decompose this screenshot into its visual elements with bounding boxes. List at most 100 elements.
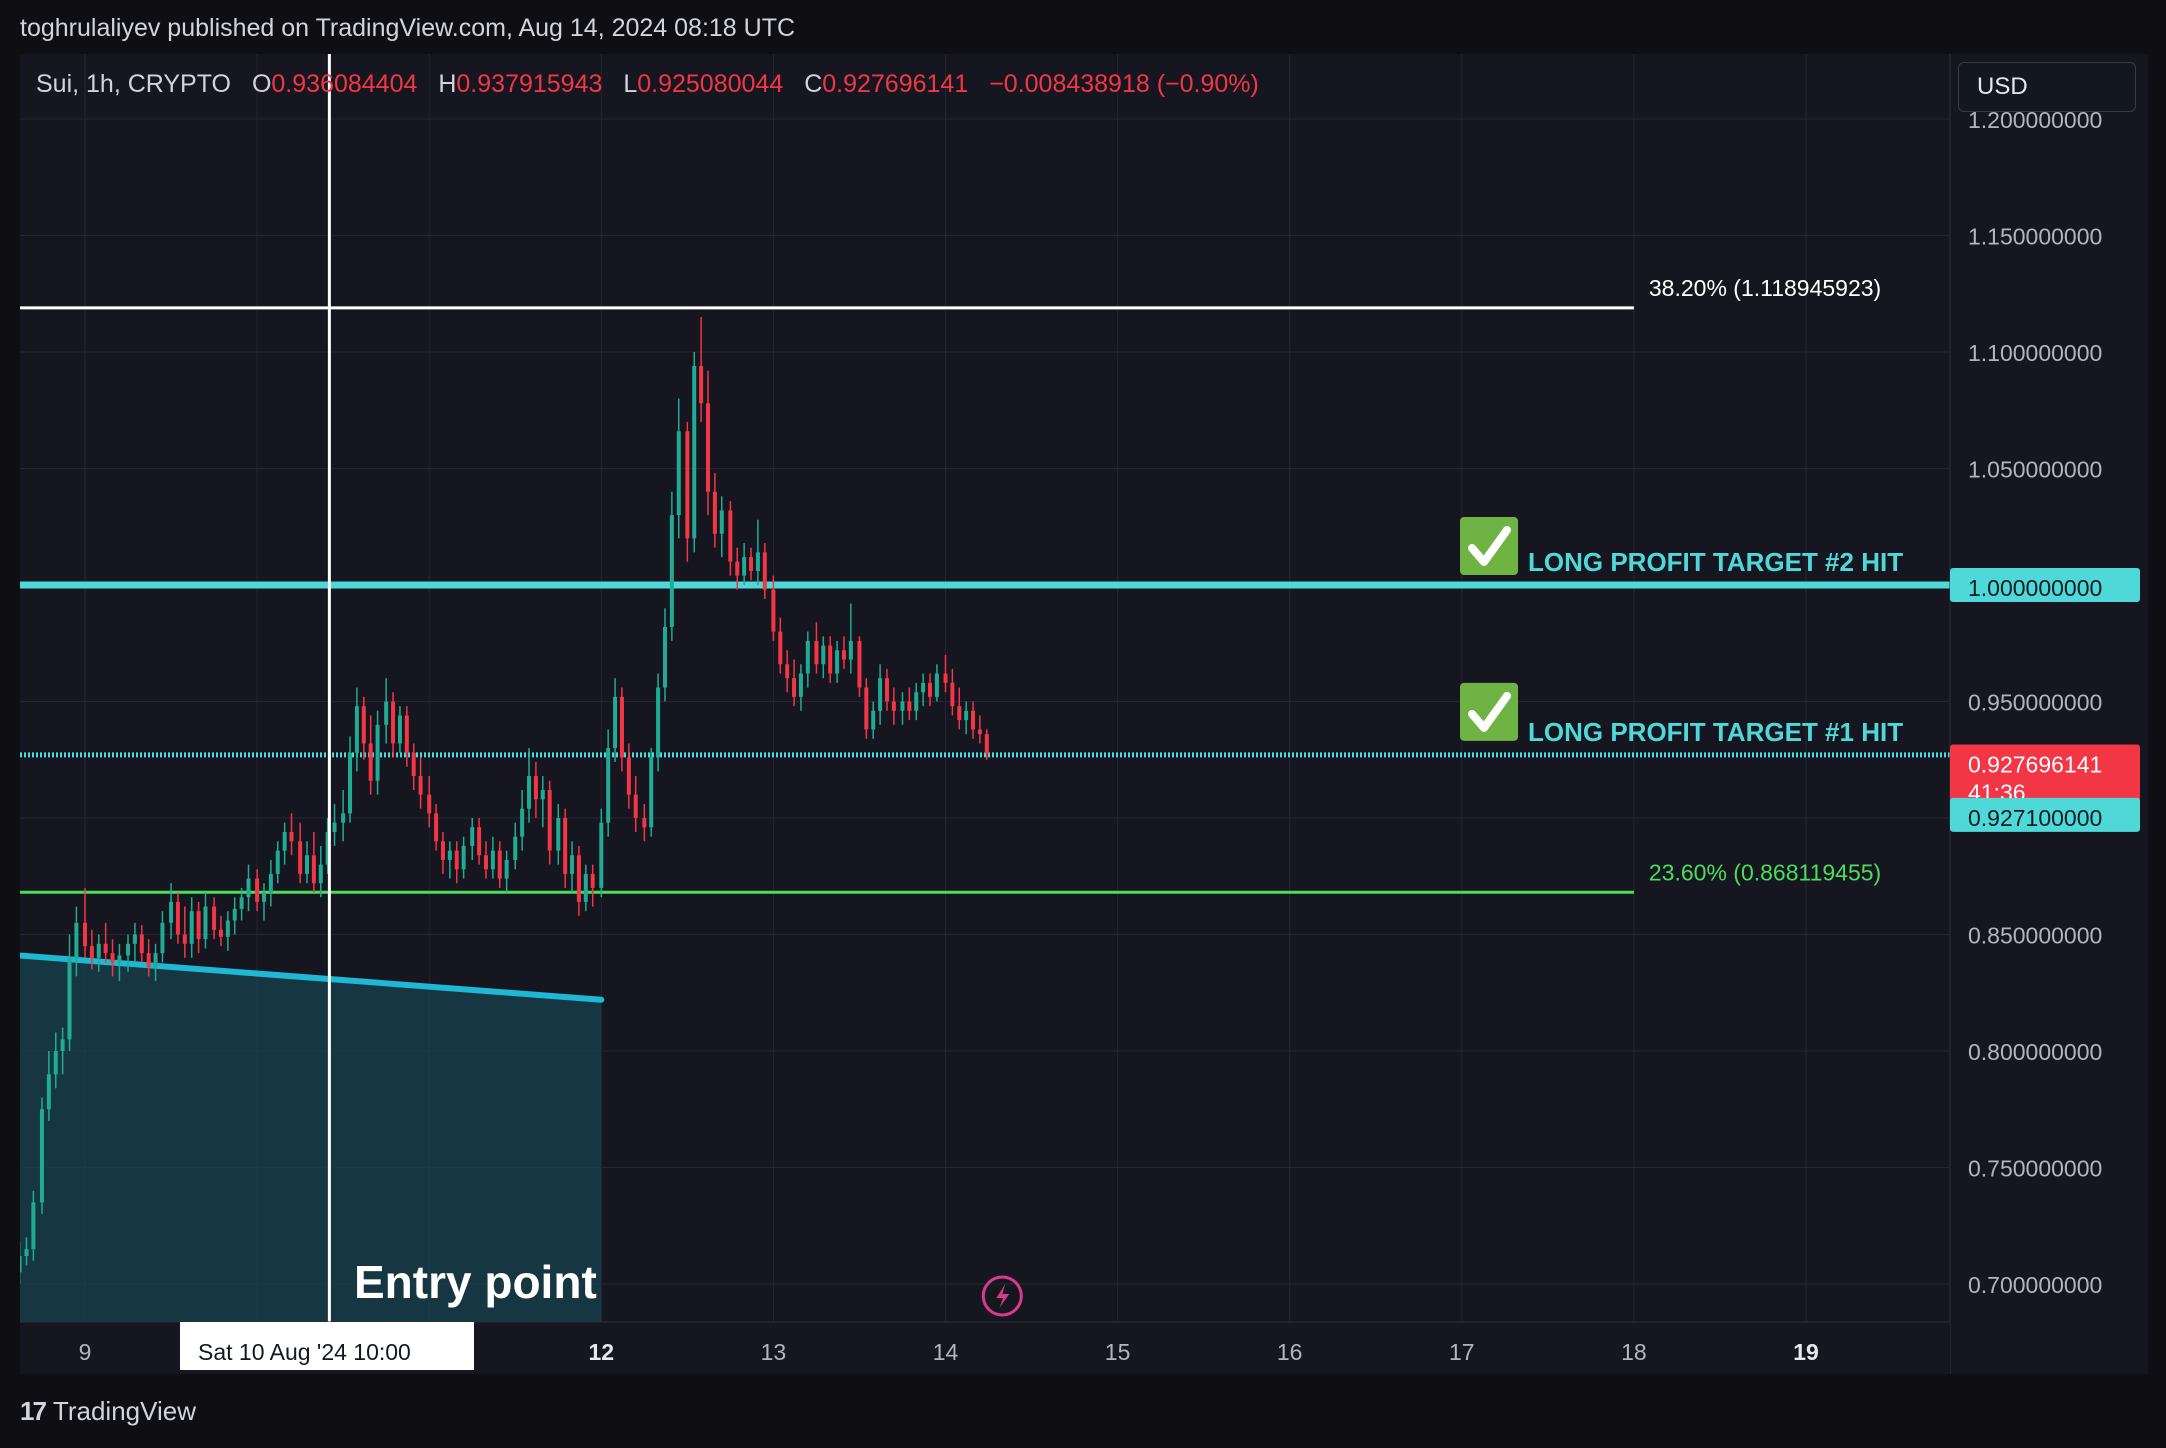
candle-body [971, 711, 975, 730]
candle-body [713, 492, 717, 534]
candle-body [283, 832, 287, 851]
candle-body [885, 678, 889, 701]
ohlc-legend: Sui, 1h, CRYPTO O0.936084404 H0.93791594… [36, 70, 1259, 99]
candle-body [126, 944, 130, 956]
candle-body [944, 674, 948, 683]
candle-body [203, 907, 207, 940]
candle-body [491, 851, 495, 870]
candle-body [133, 935, 137, 944]
fib-38-label: 38.20% (1.118945923) [1649, 275, 1881, 301]
candle-body [160, 923, 164, 953]
candle-body [376, 725, 380, 781]
candle-body [692, 366, 696, 538]
candle-body [190, 911, 194, 944]
currency-button[interactable]: USD [1958, 62, 2136, 112]
price-tick-label: 1.150000000 [1968, 224, 2102, 250]
candle-body [246, 879, 250, 898]
candle-body [117, 955, 121, 962]
candle-body [197, 911, 201, 939]
symbol-label[interactable]: Sui, 1h, CRYPTO [36, 70, 231, 98]
price-tick-label: 0.950000000 [1968, 690, 2102, 716]
candle-body [799, 674, 803, 697]
candle-body [570, 855, 574, 874]
target-2-label: LONG PROFIT TARGET #2 HIT [1528, 547, 1903, 577]
candle-body [771, 590, 775, 632]
candle-body [212, 907, 216, 930]
candle-body [720, 510, 724, 533]
candle-body [412, 753, 416, 776]
candle-body [298, 841, 302, 874]
candle-body [556, 818, 560, 851]
candle-body [348, 753, 352, 814]
candle-body [219, 930, 223, 937]
candle-body [54, 1051, 58, 1074]
candle-body [606, 748, 610, 823]
candle-body [563, 818, 567, 874]
time-tick-label: 13 [761, 1339, 787, 1365]
candle-body [627, 757, 631, 794]
candle-body [935, 674, 939, 697]
candle-body [20, 1256, 22, 1272]
candle-body [384, 702, 388, 725]
candle-body [47, 1074, 51, 1109]
brand-name[interactable]: TradingView [53, 1396, 196, 1427]
candle-body [985, 734, 989, 753]
candle-body [419, 776, 423, 795]
crosshair-time-label: Sat 10 Aug '24 10:00 [198, 1339, 411, 1365]
candlestick-chart[interactable]: 38.20% (1.118945923) 23.60% (0.868119455)… [20, 54, 2148, 1374]
open-value: 0.936084404 [271, 70, 417, 98]
candle-body [785, 664, 789, 678]
candle-body [83, 923, 87, 946]
candle-body [448, 851, 452, 860]
candle-body [111, 953, 115, 962]
tradingview-logo-icon[interactable]: 17 [20, 1396, 45, 1427]
candle-body [154, 953, 158, 967]
candle-body [864, 688, 868, 730]
candle-body [290, 832, 294, 841]
time-tick-label: 16 [1277, 1339, 1303, 1365]
open-label: O [252, 70, 271, 98]
candle-body [312, 855, 316, 883]
candle-body [527, 776, 531, 809]
candle-body [319, 865, 323, 884]
price-tick-label: 0.750000000 [1968, 1156, 2102, 1182]
candle-body [269, 874, 273, 893]
price-tick-label: 0.800000000 [1968, 1039, 2102, 1065]
candle-body [871, 711, 875, 730]
candle-body [584, 874, 588, 902]
candle-body [663, 627, 667, 688]
candle-body [520, 809, 524, 837]
candle-body [24, 1249, 28, 1256]
price-tick-label: 0.700000000 [1968, 1272, 2102, 1298]
change-value: −0.008438918 (−0.90%) [989, 70, 1259, 98]
candle-body [90, 946, 94, 958]
candle-body [176, 902, 180, 935]
candle-body [821, 646, 825, 665]
candle-body [842, 650, 846, 659]
candle-body [470, 827, 474, 846]
candle-body [61, 1039, 65, 1051]
candle-body [613, 697, 617, 748]
candle-body [276, 851, 280, 874]
candle-body [68, 958, 72, 1040]
candle-body [40, 1109, 44, 1202]
candle-body [634, 795, 638, 818]
candle-body [427, 795, 431, 814]
candle-body [369, 743, 373, 780]
target-2-price-tag-text: 1.000000000 [1968, 575, 2102, 601]
low-label: L [623, 70, 637, 98]
candle-body [183, 935, 187, 944]
candle-body [477, 827, 481, 855]
time-tick-label: 15 [1105, 1339, 1131, 1365]
close-value: 0.927696141 [822, 70, 968, 98]
candle-body [907, 702, 911, 711]
close-label: C [804, 70, 822, 98]
chart-pane[interactable]: 38.20% (1.118945923) 23.60% (0.868119455)… [20, 54, 2148, 1374]
candle-body [914, 692, 918, 711]
time-tick-label: 19 [1793, 1339, 1819, 1365]
candle-body [857, 641, 861, 688]
candle-body [391, 702, 395, 744]
candle-body [104, 944, 108, 953]
candle-body [964, 711, 968, 720]
target-1-label: LONG PROFIT TARGET #1 HIT [1528, 717, 1903, 747]
